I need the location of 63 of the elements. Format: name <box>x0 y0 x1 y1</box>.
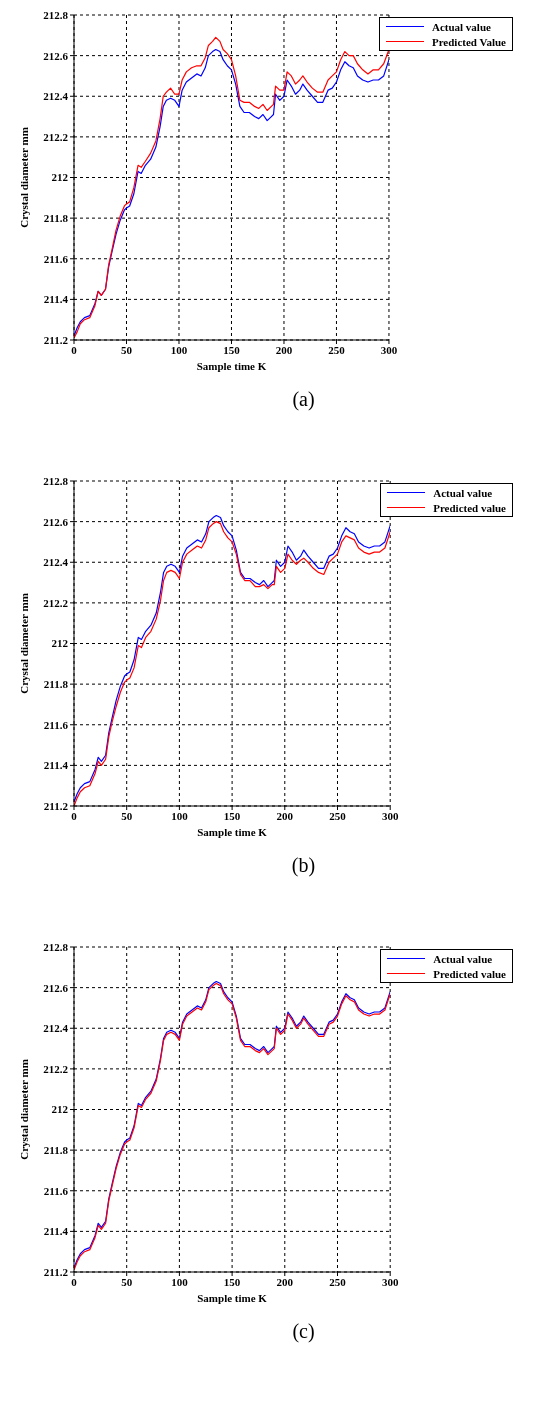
y-tick-label: 212.8 <box>43 940 69 953</box>
x-tick-label: 200 <box>275 343 293 356</box>
y-tick-label: 212.4 <box>43 1022 69 1035</box>
x-tick-label: 250 <box>329 809 347 822</box>
legend-label: Actual value <box>433 952 493 965</box>
text: (c) <box>291 1319 316 1345</box>
x-tick-label: 100 <box>170 343 188 356</box>
x-tick-label: 200 <box>276 809 294 822</box>
y-tick-label: 212 <box>51 637 69 650</box>
y-tick-label: 211.6 <box>43 252 69 265</box>
x-tick-label: 0 <box>71 1275 78 1288</box>
y-tick-label: 212.4 <box>43 556 69 569</box>
y-tick-label: 211.2 <box>43 333 69 346</box>
x-tick-label: 200 <box>276 1275 294 1288</box>
x-tick-label: 250 <box>329 1275 347 1288</box>
legend-label: Predicted Value <box>431 35 506 48</box>
y-tick-label: 212.8 <box>43 8 69 21</box>
y-tick-label: 211.4 <box>43 293 69 306</box>
x-tick-label: 50 <box>121 1275 133 1288</box>
y-tick-label: 211.8 <box>43 1144 69 1157</box>
x-axis-title: Sample time K <box>196 359 267 372</box>
y-tick-label: 212.6 <box>43 49 69 62</box>
y-tick-label: 211.4 <box>43 1225 69 1238</box>
x-tick-label: 0 <box>71 809 78 822</box>
x-tick-label: 300 <box>381 1275 399 1288</box>
y-tick-label: 211.8 <box>43 678 69 691</box>
y-tick-label: 212.6 <box>43 515 69 528</box>
y-tick-label: 211.4 <box>43 759 69 772</box>
y-axis-title: Crystal diameter mm <box>17 1059 30 1160</box>
legend-label: Actual value <box>431 20 491 33</box>
x-tick-label: 300 <box>380 343 398 356</box>
y-tick-label: 212 <box>51 1103 69 1116</box>
y-tick-label: 212.2 <box>43 130 69 143</box>
x-tick-label: 250 <box>328 343 346 356</box>
x-tick-label: 50 <box>121 809 133 822</box>
x-tick-label: 150 <box>223 809 241 822</box>
y-tick-label: 212 <box>51 171 69 184</box>
y-tick-label: 211.2 <box>43 799 69 812</box>
legend-label: Predicted value <box>433 501 506 514</box>
y-axis-title: Crystal diameter mm <box>17 593 30 694</box>
y-axis-title: Crystal diameter mm <box>17 127 30 228</box>
legend-label: Actual value <box>433 486 493 499</box>
y-tick-label: 211.6 <box>43 1184 69 1197</box>
x-axis-title: Sample time K <box>197 1291 268 1304</box>
x-axis-title: Sample time K <box>197 825 268 838</box>
x-tick-label: 150 <box>223 1275 241 1288</box>
y-tick-label: 211.8 <box>43 212 69 225</box>
legend-label: Predicted value <box>433 967 506 980</box>
x-tick-label: 100 <box>171 809 189 822</box>
y-tick-label: 212.6 <box>43 981 69 994</box>
x-tick-label: 100 <box>171 1275 189 1288</box>
x-tick-label: 50 <box>120 343 133 356</box>
y-tick-label: 211.6 <box>43 718 69 731</box>
y-tick-label: 212.2 <box>43 1062 69 1075</box>
y-tick-label: 212.2 <box>43 596 69 609</box>
y-tick-label: 211.2 <box>43 1265 69 1278</box>
x-tick-label: 150 <box>223 343 241 356</box>
y-tick-label: 212.4 <box>43 90 69 103</box>
y-tick-label: 212.8 <box>43 474 69 487</box>
text: (a) <box>291 387 316 413</box>
x-tick-label: 0 <box>71 343 78 356</box>
text: (b) <box>290 853 317 879</box>
x-tick-label: 300 <box>381 809 399 822</box>
